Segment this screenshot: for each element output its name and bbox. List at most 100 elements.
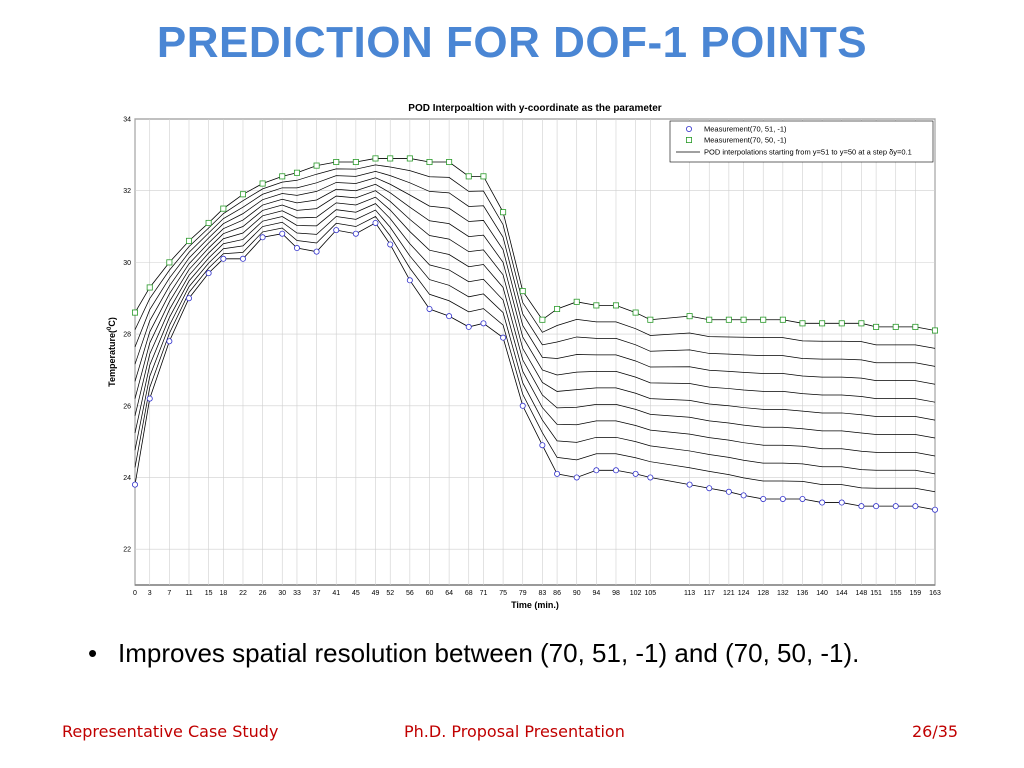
measurement-50-point xyxy=(519,288,526,295)
measurement-50-point xyxy=(372,155,379,162)
x-tick-label: 33 xyxy=(293,590,301,597)
y-tick-label: 32 xyxy=(123,188,131,195)
x-tick-label: 98 xyxy=(612,590,620,597)
x-tick-label: 105 xyxy=(644,590,656,597)
measurement-51-point xyxy=(932,506,939,513)
interpolation-line xyxy=(134,190,936,421)
measurement-51-point xyxy=(686,481,693,488)
measurement-50-point xyxy=(239,191,246,198)
measurement-50-point xyxy=(259,180,266,187)
x-tick-label: 15 xyxy=(205,590,213,597)
measurement-50-point xyxy=(132,309,139,316)
measurement-50-point xyxy=(446,159,453,166)
x-tick-label: 140 xyxy=(816,590,828,597)
x-tick-label: 45 xyxy=(352,590,360,597)
x-tick-label: 64 xyxy=(445,590,453,597)
measurement-51-point xyxy=(446,313,453,320)
chart-title: POD Interpoaltion with y-coordinate as t… xyxy=(408,103,661,114)
measurement-51-point xyxy=(185,295,192,302)
measurement-51-point xyxy=(519,402,526,409)
measurement-51-point xyxy=(725,488,732,495)
x-tick-label: 128 xyxy=(757,590,769,597)
legend-square-marker xyxy=(686,137,693,144)
measurement-50-point xyxy=(279,173,286,180)
x-tick-label: 22 xyxy=(239,590,247,597)
measurement-50-point xyxy=(500,209,507,216)
measurement-50-point xyxy=(146,284,153,291)
footer-center: Ph.D. Proposal Presentation xyxy=(404,722,625,741)
measurement-51-point xyxy=(426,305,433,312)
legend-entry-2: Measurement(70, 50, -1) xyxy=(704,136,787,145)
interpolation-line xyxy=(134,196,936,439)
interpolation-lines xyxy=(134,164,936,493)
y-tick-label: 26 xyxy=(123,403,131,410)
measurement-50-point xyxy=(838,320,845,327)
measurement-50-point xyxy=(352,159,359,166)
y-axis-label-end: C) xyxy=(107,317,117,327)
footer-page-number: 26/35 xyxy=(912,722,959,741)
interpolation-line xyxy=(134,170,936,367)
measurement-51-point xyxy=(858,503,865,510)
measurement-50-point xyxy=(387,155,394,162)
measurement-51-point xyxy=(387,241,394,248)
measurement-50-point xyxy=(539,316,546,323)
measurement-51-point xyxy=(333,227,340,234)
measurement-51-point xyxy=(480,320,487,327)
measurement-51-point xyxy=(279,230,286,237)
measurement-51-point xyxy=(706,485,713,492)
legend: Measurement(70, 51, -1) Measurement(70, … xyxy=(669,120,934,163)
measurement-50-point xyxy=(293,169,300,176)
measurement-50-point xyxy=(760,316,767,323)
measurement-51-point xyxy=(593,467,600,474)
x-tick-label: 148 xyxy=(856,590,868,597)
bullet-text: Improves spatial resolution between (70,… xyxy=(118,638,860,668)
y-axis-label: Temperature(0C) xyxy=(107,317,117,387)
measurement-50-point xyxy=(740,316,747,323)
x-tick-label: 90 xyxy=(573,590,581,597)
measurement-51-point xyxy=(912,503,919,510)
interpolation-line xyxy=(134,216,936,493)
measurement-51-point xyxy=(760,495,767,502)
x-tick-label: 155 xyxy=(890,590,902,597)
interpolation-line xyxy=(134,203,936,457)
x-tick-label: 83 xyxy=(538,590,546,597)
measurement-51-point xyxy=(632,470,639,477)
x-tick-label: 52 xyxy=(386,590,394,597)
x-tick-label: 151 xyxy=(870,590,882,597)
x-tick-label: 7 xyxy=(167,590,171,597)
x-tick-label: 41 xyxy=(332,590,340,597)
measurement-51-point xyxy=(799,495,806,502)
measurement-50-point xyxy=(612,302,619,309)
x-tick-label: 26 xyxy=(259,590,267,597)
x-tick-label: 163 xyxy=(929,590,941,597)
x-tick-label: 159 xyxy=(910,590,922,597)
measurement-50-point xyxy=(166,259,173,266)
x-tick-label: 117 xyxy=(704,590,715,597)
measurement-50-point xyxy=(725,316,732,323)
plot-area xyxy=(134,118,936,586)
measurement-50-point xyxy=(873,323,880,330)
measurement-50-point xyxy=(632,309,639,316)
interpolation-line xyxy=(134,183,936,403)
measurement-50-point xyxy=(799,320,806,327)
legend-circle-marker xyxy=(686,125,693,132)
measurement-50-point xyxy=(858,320,865,327)
measurement-51-point xyxy=(205,270,212,277)
measurement-50-point xyxy=(480,173,487,180)
measurement-51-point xyxy=(239,255,246,262)
measurement-51-point xyxy=(372,219,379,226)
measurement-51-point xyxy=(819,499,826,506)
y-tick-labels: 22 24 26 28 30 32 34 xyxy=(123,117,131,554)
x-tick-label: 68 xyxy=(465,590,473,597)
footer-left: Representative Case Study xyxy=(62,722,279,741)
x-tick-label: 113 xyxy=(684,590,695,597)
measurement-51-point xyxy=(465,323,472,330)
x-tick-label: 94 xyxy=(592,590,600,597)
measurement-50-point xyxy=(333,159,340,166)
measurement-51-point xyxy=(132,481,139,488)
measurement-50-point xyxy=(205,219,212,226)
x-tick-label: 3 xyxy=(148,590,152,597)
x-tick-label: 136 xyxy=(797,590,809,597)
interpolation-line xyxy=(134,177,936,385)
measurement-50-point xyxy=(706,316,713,323)
